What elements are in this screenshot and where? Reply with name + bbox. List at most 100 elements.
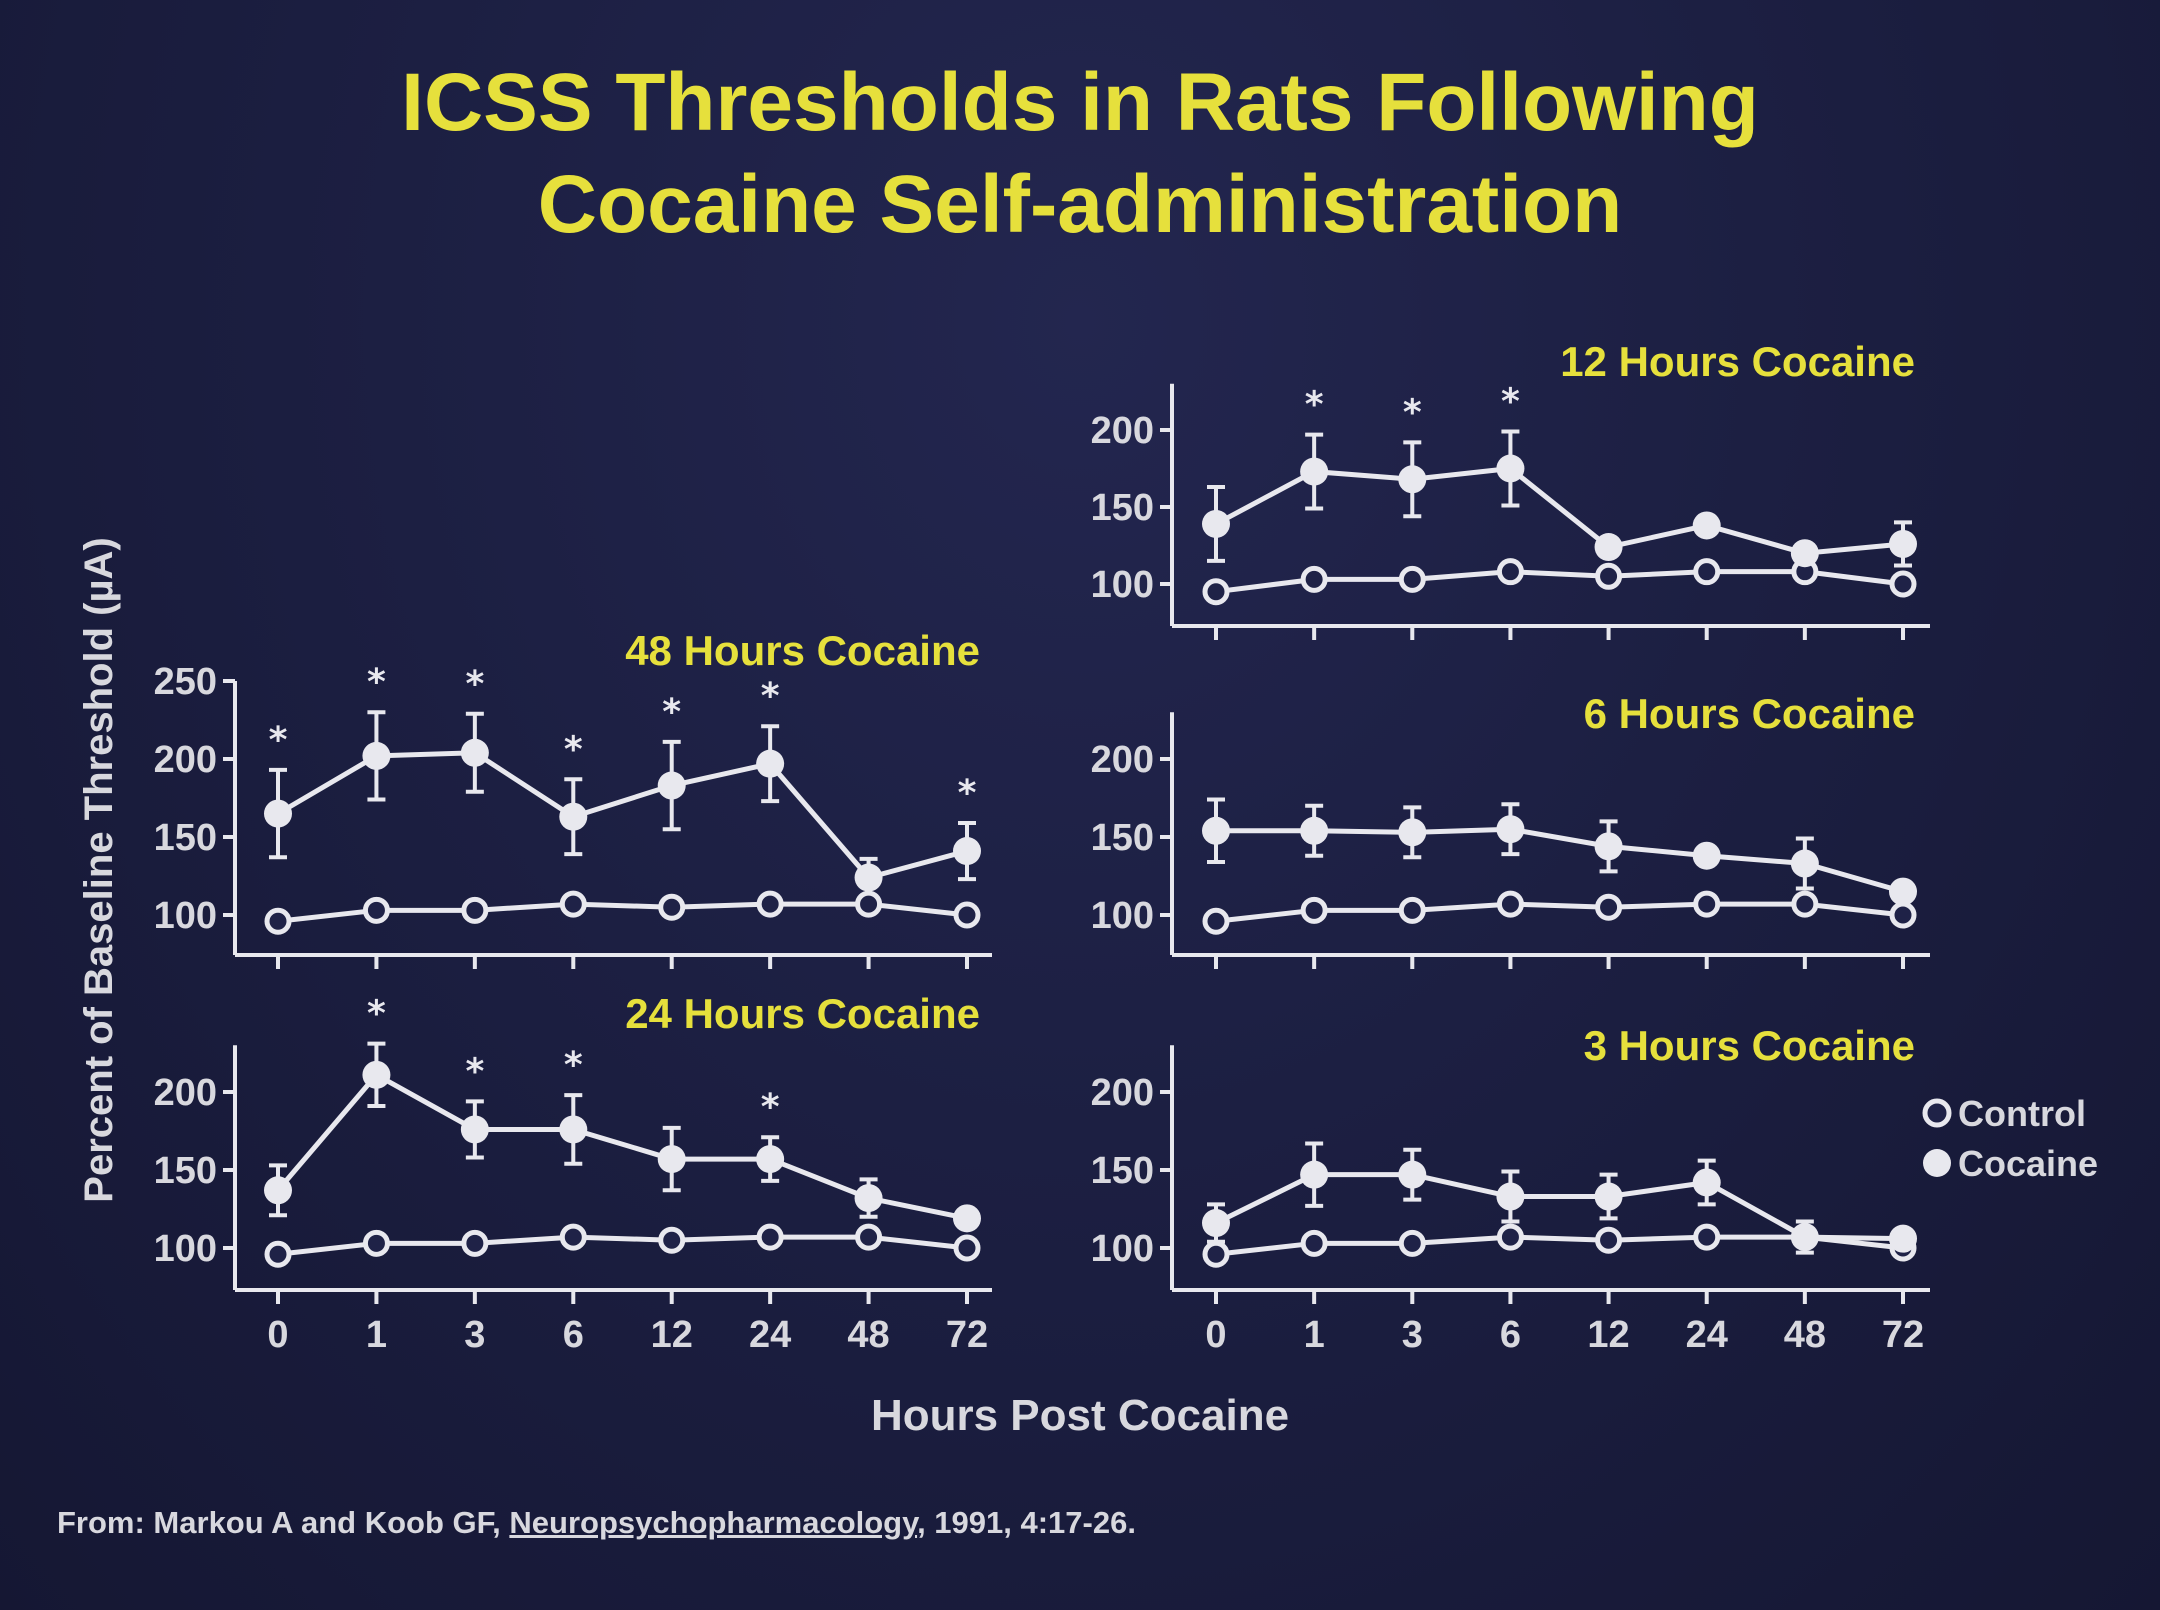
control-point: [756, 1223, 784, 1251]
y-tick-label: 150: [1091, 1150, 1154, 1192]
panel-p24: 100 150 200 0 1 3 6 12 24 48 72 24 Hours Cocaine * * *…: [154, 990, 992, 1356]
significance-star: *: [564, 729, 583, 770]
x-tick-label: 1: [366, 1314, 387, 1356]
control-point: [1595, 562, 1623, 590]
cocaine-point: [559, 802, 588, 831]
cocaine-point: [953, 1204, 981, 1233]
y-tick-label: 150: [154, 1150, 217, 1192]
significance-star: *: [761, 676, 780, 717]
control-point: [1693, 890, 1721, 918]
x-tick-label: 12: [1587, 1314, 1629, 1356]
cocaine-point: [559, 1115, 588, 1144]
x-tick-label: 6: [1500, 1314, 1521, 1356]
cocaine-point: [1889, 1224, 1917, 1253]
control-point: [362, 1229, 390, 1257]
control-point: [1398, 565, 1426, 593]
cocaine-point: [1300, 816, 1329, 845]
control-point: [362, 896, 390, 924]
cocaine-point: [460, 1115, 489, 1144]
cocaine-point: [1398, 1160, 1427, 1189]
cocaine-point: [460, 738, 489, 767]
cocaine-point: [756, 1145, 785, 1174]
significance-star: *: [1501, 382, 1520, 423]
control-point: [1693, 558, 1721, 586]
control-line: [1215, 901, 1904, 924]
legend-control-marker: [1922, 1098, 1952, 1128]
control-point: [559, 1223, 587, 1251]
x-tick-label: 72: [1882, 1314, 1924, 1356]
cocaine-point: [264, 1176, 292, 1205]
control-line: [1215, 1234, 1904, 1257]
significance-star: *: [465, 1051, 484, 1092]
significance-star: *: [761, 1087, 780, 1128]
significance-star: *: [367, 994, 386, 1035]
x-tick-label: 48: [847, 1314, 889, 1356]
control-line: [1215, 569, 1904, 595]
y-tick-label: 100: [1091, 564, 1154, 606]
cocaine-point: [264, 799, 292, 828]
control-point: [855, 890, 883, 918]
panel-label: 24 Hours Cocaine: [625, 990, 980, 1037]
cocaine-point: [1889, 877, 1917, 906]
significance-star: *: [564, 1045, 583, 1086]
cocaine-point: [1594, 832, 1623, 861]
y-tick-label: 150: [154, 817, 217, 859]
y-tick-label: 200: [154, 739, 217, 781]
panel-label: 12 Hours Cocaine: [1560, 338, 1915, 385]
cocaine-point: [1594, 1182, 1623, 1211]
cocaine-point: [953, 837, 981, 866]
source-citation: From: Markou A and Koob GF, Neuropsychop…: [57, 1505, 1136, 1541]
x-tick-label: 0: [267, 1314, 288, 1356]
cocaine-point: [1692, 511, 1721, 540]
cocaine-point: [1398, 818, 1427, 847]
cocaine-point: [1496, 1182, 1525, 1211]
significance-star: *: [367, 662, 386, 703]
cocaine-point: [362, 741, 391, 770]
cocaine-point: [1594, 533, 1623, 562]
cocaine-line: [276, 750, 968, 881]
cocaine-point: [1790, 1223, 1819, 1252]
cocaine-point: [1202, 816, 1230, 845]
control-point: [1595, 893, 1623, 921]
x-tick-label: 12: [651, 1314, 693, 1356]
significance-star: *: [269, 720, 288, 761]
y-tick-label: 250: [154, 661, 217, 703]
control-point: [1398, 1229, 1426, 1257]
y-tick-label: 200: [1091, 1072, 1154, 1114]
significance-star: *: [662, 692, 681, 733]
x-tick-label: 0: [1205, 1314, 1226, 1356]
significance-star: *: [1403, 392, 1422, 433]
cocaine-point: [1300, 1160, 1329, 1189]
x-tick-label: 24: [1686, 1314, 1728, 1356]
cocaine-line: [1216, 826, 1904, 895]
control-point: [1496, 890, 1524, 918]
source-suffix: , 1991, 4:17-26.: [917, 1505, 1136, 1540]
legend-control-label: Control: [1958, 1093, 2086, 1134]
cocaine-line: [276, 1071, 968, 1221]
control-point: [461, 896, 489, 924]
control-point: [264, 907, 292, 935]
cocaine-point: [1496, 815, 1525, 844]
source-prefix: From: Markou A and Koob GF,: [57, 1505, 510, 1540]
cocaine-point: [1398, 465, 1427, 494]
cocaine-point: [756, 749, 785, 778]
control-point: [1300, 1229, 1328, 1257]
control-point: [1202, 578, 1230, 606]
x-tick-label: 1: [1304, 1314, 1325, 1356]
title-line-2: Cocaine Self-administration: [537, 159, 1623, 250]
control-point: [1791, 890, 1819, 918]
cocaine-point: [854, 863, 883, 892]
y-tick-label: 200: [1091, 739, 1154, 781]
y-axis-title: Percent of Baseline Threshold (µA): [77, 537, 121, 1202]
cocaine-point: [1692, 841, 1721, 870]
panel-p12: 100 150 200 12 Hours Cocaine * * *: [1091, 338, 1930, 640]
panel-label: 3 Hours Cocaine: [1584, 1022, 1915, 1069]
cocaine-point: [854, 1184, 883, 1213]
y-tick-label: 100: [1091, 895, 1154, 937]
x-tick-label: 24: [749, 1314, 791, 1356]
y-tick-label: 150: [1091, 817, 1154, 859]
cocaine-point: [1202, 1209, 1230, 1238]
control-point: [1202, 1240, 1230, 1268]
control-point: [1300, 565, 1328, 593]
